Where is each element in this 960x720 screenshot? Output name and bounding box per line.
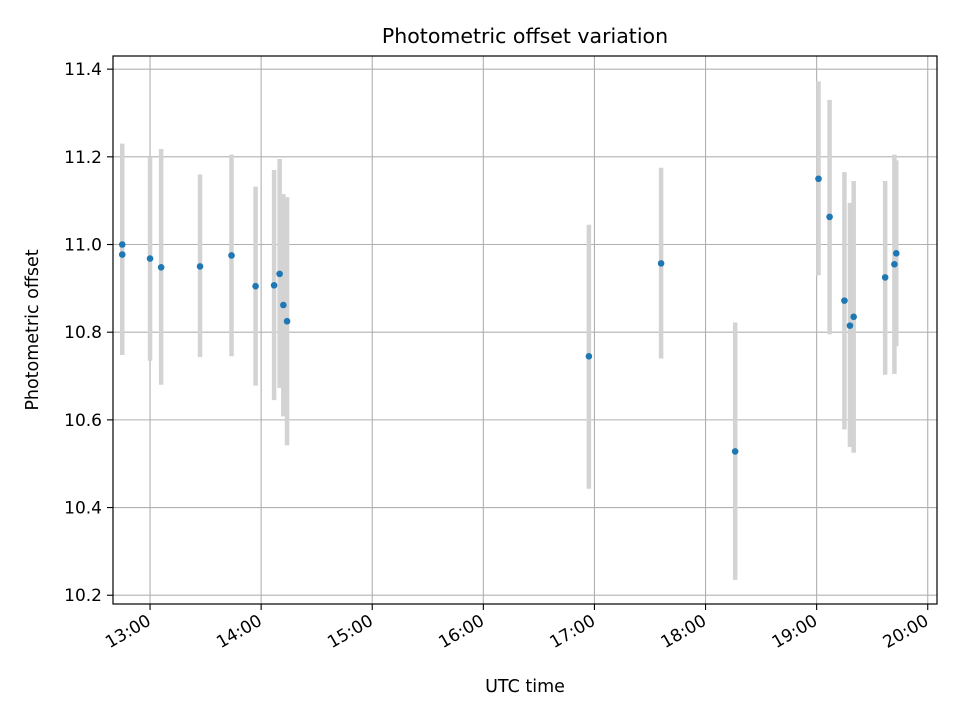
data-point-21: [892, 249, 900, 257]
x-tick-label: 20:00: [880, 611, 932, 653]
y-tick-label: 10.4: [64, 499, 102, 519]
data-point-9: [280, 301, 287, 309]
data-point-7: [270, 281, 278, 289]
data-point-20: [891, 260, 898, 268]
y-tick-label: 10.6: [64, 411, 102, 431]
data-point-8: [276, 270, 283, 278]
data-point-19: [881, 274, 889, 281]
x-axis-ticks: 13:00 14:00 15:00 16:00 17:00 18:00 19:00 20:00: [102, 604, 932, 653]
data-point-4: [196, 263, 204, 270]
data-point-18: [850, 313, 857, 321]
grid: [113, 56, 937, 604]
y-tick-label: 10.8: [64, 323, 102, 343]
data-point-2: [146, 255, 154, 262]
x-tick-label: 13:00: [102, 611, 154, 653]
data-point-16: [841, 297, 848, 304]
plot-frame: [112, 55, 938, 605]
chart-title: Photometric offset variation: [382, 24, 668, 48]
x-tick-label: 14:00: [213, 611, 265, 653]
y-axis-ticks: 10.2 10.4 10.6 10.8 11.0 11.2 11.4: [64, 60, 113, 606]
data-point-11: [585, 353, 593, 360]
data-point-12: [657, 260, 665, 267]
x-tick-label: 17:00: [547, 611, 599, 653]
x-tick-label: 18:00: [658, 611, 710, 653]
data-point-14: [815, 175, 822, 183]
y-axis-label: Photometric offset: [23, 249, 43, 410]
data-point-5: [228, 252, 235, 259]
data-point-13: [731, 448, 739, 455]
y-tick-label: 10.2: [64, 586, 102, 606]
x-tick-label: 16:00: [435, 611, 487, 653]
data-points: [118, 175, 900, 455]
data-point-17: [846, 322, 854, 329]
data-point-3: [157, 264, 165, 271]
y-tick-label: 11.2: [64, 148, 102, 168]
y-tick-label: 11.0: [64, 236, 102, 256]
data-point-15: [826, 213, 833, 221]
error-bars: [120, 81, 899, 580]
data-point-0: [118, 251, 126, 258]
x-tick-label: 19:00: [769, 611, 821, 653]
data-point-6: [252, 282, 259, 290]
y-tick-label: 11.4: [64, 60, 102, 80]
data-point-10: [283, 317, 291, 325]
x-axis-label: UTC time: [485, 677, 565, 697]
data-point-1: [118, 241, 126, 248]
x-tick-label: 15:00: [324, 611, 376, 653]
